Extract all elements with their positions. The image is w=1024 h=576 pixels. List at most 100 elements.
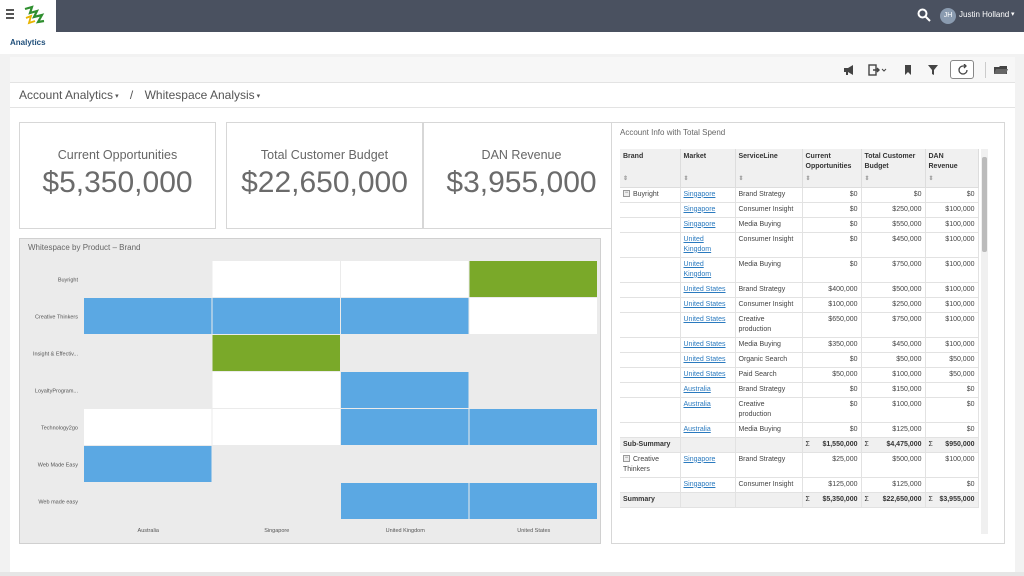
breadcrumb-whitespace-analysis[interactable]: Whitespace Analysis ▾	[144, 88, 261, 102]
cell-brand	[620, 352, 681, 368]
brand-logo[interactable]	[22, 5, 46, 27]
summary-label: Summary	[620, 492, 681, 508]
logo-area	[0, 0, 56, 32]
market-link[interactable]: United Kingdom	[683, 260, 712, 278]
market-link[interactable]: United States	[683, 300, 726, 308]
cell-total-customer-budget: $750,000	[861, 312, 926, 338]
column-header-dan-revenue[interactable]: DAN Revenue ⇕	[925, 149, 979, 188]
sort-icon[interactable]: ⇕	[683, 175, 689, 182]
summary-cell	[735, 437, 803, 453]
table-row: − Buyright Singapore Brand Strategy $0 $0 $0	[620, 187, 979, 203]
sort-icon[interactable]: ⇕	[738, 175, 744, 182]
heatmap-cell[interactable]	[84, 409, 212, 445]
chevron-down-icon[interactable]: ▾	[1011, 11, 1015, 18]
market-link[interactable]: United States	[683, 355, 726, 363]
cell-dan-revenue: $100,000	[925, 452, 979, 478]
market-link[interactable]: Australia	[683, 425, 711, 433]
sort-icon[interactable]: ⇕	[623, 175, 629, 182]
market-link[interactable]: United States	[683, 340, 726, 348]
market-link[interactable]: Singapore	[683, 205, 716, 213]
hamburger-menu-icon[interactable]	[6, 9, 15, 21]
cell-market: United States	[680, 352, 736, 368]
market-link[interactable]: Singapore	[683, 190, 716, 198]
heatmap-cell[interactable]	[212, 335, 341, 371]
cell-serviceline: Media Buying	[735, 422, 803, 438]
heatmap-cell[interactable]	[212, 409, 341, 445]
heatmap-cell[interactable]	[341, 261, 469, 297]
filter-icon[interactable]	[926, 63, 940, 77]
cell-brand	[620, 382, 681, 398]
column-header-serviceline[interactable]: ServiceLine ⇕	[735, 149, 803, 188]
cell-serviceline: Consumer Insight	[735, 477, 803, 493]
heatmap-cell[interactable]	[469, 483, 598, 519]
cell-brand	[620, 202, 681, 218]
search-icon[interactable]	[917, 8, 931, 22]
scroll-thumb[interactable]	[982, 157, 987, 252]
section-analytics-link[interactable]: Analytics	[10, 38, 46, 47]
breadcrumb-account-analytics[interactable]: Account Analytics ▾	[19, 88, 119, 102]
account-info-table: Brand ⇕ Market ⇕ ServiceLine ⇕ Current Oppo…	[620, 149, 979, 508]
collapse-icon[interactable]: −	[623, 455, 630, 463]
cell-total-customer-budget: $250,000	[861, 202, 926, 218]
heatmap-cell[interactable]	[212, 261, 341, 297]
summary-current-opportunities: Σ $5,350,000	[802, 492, 862, 508]
heatmap-cell[interactable]	[469, 261, 598, 297]
heatmap-cell[interactable]	[341, 409, 469, 445]
cell-market: United States	[680, 337, 736, 353]
heatmap-cell[interactable]	[341, 372, 469, 408]
sort-icon[interactable]: ⇕	[864, 175, 870, 182]
market-link[interactable]: United States	[683, 285, 726, 293]
heatmap-cell[interactable]	[341, 298, 469, 334]
export-icon[interactable]	[867, 63, 887, 77]
collapse-icon[interactable]: −	[623, 190, 630, 198]
market-link[interactable]: Australia	[683, 385, 711, 393]
cell-current-opportunities: $0	[802, 397, 862, 423]
column-header-brand[interactable]: Brand ⇕	[620, 149, 681, 188]
table-scrollbar[interactable]	[981, 149, 988, 534]
cell-brand	[620, 257, 681, 283]
column-header-total-customer-budget[interactable]: Total Customer Budget ⇕	[861, 149, 926, 188]
megaphone-icon[interactable]	[842, 63, 856, 77]
heatmap-cell[interactable]	[469, 409, 598, 445]
cell-serviceline: Brand Strategy	[735, 382, 803, 398]
heatmap-cell[interactable]	[84, 298, 212, 334]
column-header-current-opportunities[interactable]: Current Opportunities ⇕	[802, 149, 862, 188]
cell-total-customer-budget: $50,000	[861, 352, 926, 368]
footer-strip	[0, 572, 1024, 576]
table-row: United States Organic Search $0 $50,000 $50,…	[620, 352, 979, 368]
heatmap-cell[interactable]	[212, 298, 341, 334]
market-link[interactable]: United States	[683, 315, 726, 323]
user-name[interactable]: Justin Holland	[959, 10, 1010, 19]
column-header-market[interactable]: Market ⇕	[680, 149, 736, 188]
heatmap-y-label: LoyaltyProgram...	[35, 389, 79, 395]
bookmark-icon[interactable]	[901, 63, 915, 77]
cell-dan-revenue: $100,000	[925, 312, 979, 338]
table-row: Australia Creative production $0 $100,000 $0	[620, 397, 979, 423]
cell-serviceline: Media Buying	[735, 217, 803, 233]
heatmap-cell[interactable]	[84, 446, 212, 482]
cell-current-opportunities: $400,000	[802, 282, 862, 298]
table-row: United Kingdom Media Buying $0 $750,000 $100…	[620, 257, 979, 283]
market-link[interactable]: Singapore	[683, 220, 716, 228]
market-link[interactable]: United States	[683, 370, 726, 378]
heatmap-x-label: United Kingdom	[386, 528, 426, 534]
sort-icon[interactable]: ⇕	[805, 175, 811, 182]
user-avatar[interactable]: JH	[940, 8, 956, 24]
heatmap-cell[interactable]	[212, 372, 341, 408]
table-row: United States Consumer Insight $100,000 $25…	[620, 297, 979, 313]
heatmap-cell[interactable]	[469, 298, 598, 334]
cell-current-opportunities: $25,000	[802, 452, 862, 478]
sort-icon[interactable]: ⇕	[928, 175, 934, 182]
market-link[interactable]: Australia	[683, 400, 711, 408]
market-link[interactable]: Singapore	[683, 480, 716, 488]
market-link[interactable]: Singapore	[683, 455, 716, 463]
cell-market: United Kingdom	[680, 257, 736, 283]
table-row: United States Media Buying $350,000 $450,00…	[620, 337, 979, 353]
cell-brand	[620, 397, 681, 423]
folder-icon[interactable]	[993, 63, 1009, 77]
market-link[interactable]: United Kingdom	[683, 235, 712, 253]
cell-market: United Kingdom	[680, 232, 736, 258]
refresh-button[interactable]	[950, 60, 974, 79]
cell-market: Singapore	[680, 187, 736, 203]
heatmap-cell[interactable]	[341, 483, 469, 519]
